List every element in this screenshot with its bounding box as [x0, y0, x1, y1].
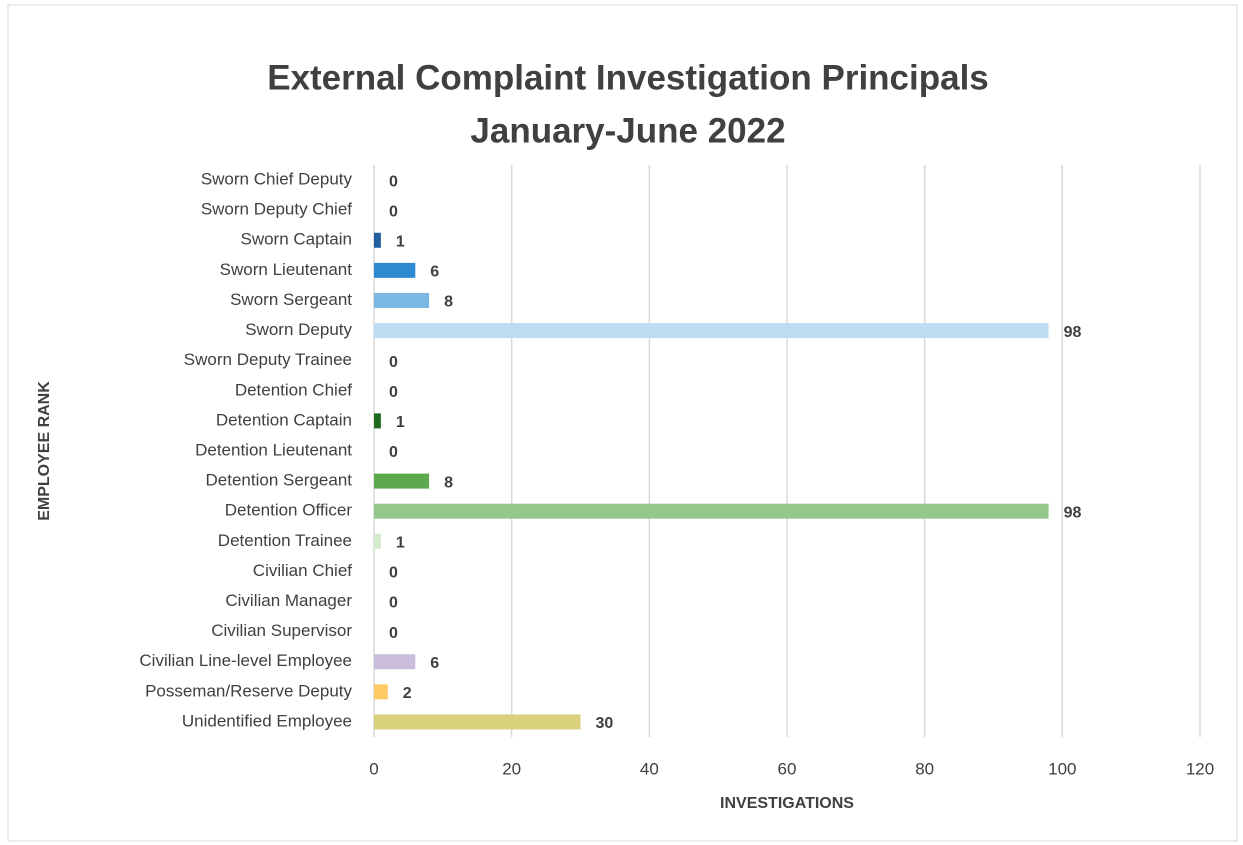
chart-title: External Complaint Investigation Princip… — [267, 58, 989, 97]
value-label: 0 — [389, 444, 398, 461]
bar — [374, 654, 416, 670]
y-tick-label: Civilian Line-level Employee — [139, 651, 352, 670]
value-label: 1 — [396, 535, 405, 552]
y-tick-label: Detention Lieutenant — [195, 440, 352, 459]
y-tick-label: Civilian Manager — [225, 591, 352, 610]
value-label: 0 — [389, 625, 398, 642]
x-tick-label: 20 — [502, 759, 521, 778]
y-tick-label: Detention Chief — [235, 380, 352, 399]
value-label: 6 — [430, 264, 439, 281]
y-tick-label: Sworn Captain — [240, 230, 352, 249]
x-tick-label: 80 — [915, 759, 934, 778]
value-label: 1 — [396, 233, 405, 250]
value-label: 98 — [1064, 504, 1082, 521]
chart-subtitle: January-June 2022 — [470, 111, 785, 150]
y-tick-label: Detention Sergeant — [206, 471, 353, 490]
value-label: 0 — [389, 565, 398, 582]
bar — [374, 684, 388, 700]
y-tick-label: Detention Officer — [225, 501, 353, 520]
value-label: 8 — [444, 294, 453, 311]
value-label: 6 — [430, 655, 439, 672]
bar — [374, 473, 430, 489]
y-tick-label: Detention Trainee — [218, 531, 352, 550]
x-tick-label: 120 — [1186, 759, 1214, 778]
value-label: 8 — [444, 474, 453, 491]
x-tick-label: 60 — [778, 759, 797, 778]
y-axis-label: EMPLOYEE RANK — [36, 381, 53, 521]
bar — [374, 292, 430, 308]
x-axis-label: INVESTIGATIONS — [720, 795, 854, 812]
bar — [374, 232, 381, 248]
y-tick-label: Posseman/Reserve Deputy — [145, 681, 352, 700]
value-label: 98 — [1064, 324, 1082, 341]
y-tick-label: Sworn Deputy Trainee — [184, 350, 352, 369]
y-tick-label: Civilian Supervisor — [211, 621, 352, 640]
value-label: 0 — [389, 354, 398, 371]
y-tick-label: Detention Captain — [216, 410, 352, 429]
value-label: 1 — [396, 414, 405, 431]
bar — [374, 503, 1049, 519]
value-label: 0 — [389, 203, 398, 220]
bar — [374, 323, 1049, 339]
value-label: 0 — [389, 595, 398, 612]
chart-frame — [7, 4, 1238, 842]
y-tick-label: Sworn Deputy — [245, 320, 352, 339]
value-label: 0 — [389, 173, 398, 190]
value-label: 30 — [596, 715, 614, 732]
x-tick-label: 0 — [369, 759, 378, 778]
y-tick-label: Unidentified Employee — [182, 711, 352, 730]
x-tick-label: 100 — [1048, 759, 1076, 778]
value-label: 0 — [389, 384, 398, 401]
x-tick-label: 40 — [640, 759, 659, 778]
bar — [374, 714, 581, 730]
bar — [374, 413, 381, 429]
y-tick-label: Sworn Sergeant — [230, 290, 352, 309]
y-tick-label: Sworn Lieutenant — [220, 260, 353, 279]
bar — [374, 262, 416, 278]
y-tick-label: Sworn Chief Deputy — [201, 170, 353, 189]
y-tick-label: Sworn Deputy Chief — [201, 200, 352, 219]
bar — [374, 533, 381, 549]
y-tick-label: Civilian Chief — [253, 561, 352, 580]
value-label: 2 — [403, 685, 412, 702]
